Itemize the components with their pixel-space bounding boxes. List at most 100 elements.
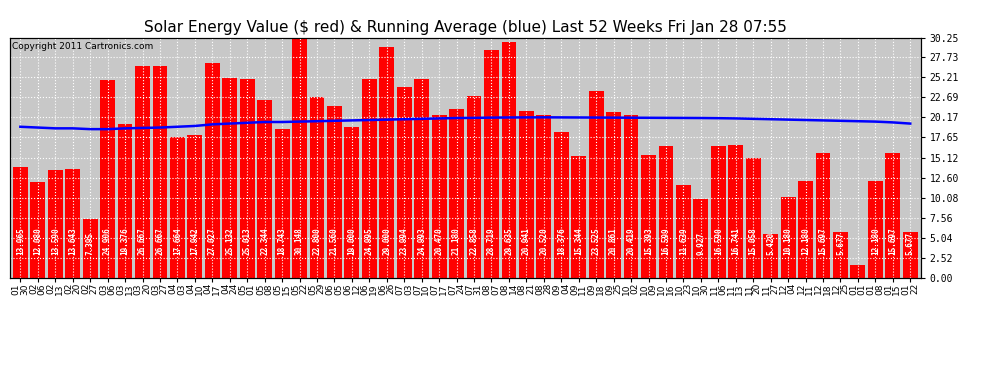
Title: Solar Energy Value ($ red) & Running Average (blue) Last 52 Weeks Fri Jan 28 07:: Solar Energy Value ($ red) & Running Ave…: [144, 20, 787, 35]
Bar: [205, 63, 220, 278]
Bar: [379, 47, 394, 278]
Bar: [537, 115, 551, 278]
Text: 24.906: 24.906: [103, 228, 112, 255]
Text: 9.927: 9.927: [696, 232, 705, 255]
Text: 20.941: 20.941: [522, 228, 531, 255]
Text: 27.027: 27.027: [208, 228, 217, 255]
Text: 13.590: 13.590: [50, 228, 59, 255]
Bar: [466, 96, 481, 278]
Text: 29.000: 29.000: [382, 228, 391, 255]
Text: 25.132: 25.132: [226, 228, 235, 255]
Text: 25.013: 25.013: [243, 228, 251, 255]
Bar: [100, 80, 115, 278]
Bar: [327, 106, 342, 278]
Bar: [223, 78, 238, 278]
Bar: [240, 79, 254, 278]
Text: 13.643: 13.643: [68, 228, 77, 255]
Text: 15.344: 15.344: [574, 228, 583, 255]
Bar: [13, 167, 28, 278]
Bar: [397, 87, 412, 278]
Text: 17.942: 17.942: [190, 228, 199, 255]
Text: 23.525: 23.525: [592, 228, 601, 255]
Text: 16.741: 16.741: [732, 228, 741, 255]
Bar: [868, 181, 883, 278]
Bar: [449, 110, 464, 278]
Text: 17.664: 17.664: [173, 228, 182, 255]
Text: 10.180: 10.180: [784, 228, 793, 255]
Bar: [729, 145, 743, 278]
Bar: [345, 127, 359, 278]
Bar: [903, 232, 918, 278]
Bar: [362, 79, 377, 278]
Text: 20.861: 20.861: [609, 228, 618, 255]
Bar: [850, 265, 865, 278]
Text: 29.635: 29.635: [505, 228, 514, 255]
Text: 20.520: 20.520: [540, 228, 548, 255]
Text: 24.993: 24.993: [417, 228, 426, 255]
Bar: [83, 219, 98, 278]
Bar: [816, 153, 831, 278]
Text: 21.180: 21.180: [452, 228, 461, 255]
Bar: [257, 100, 272, 278]
Text: Copyright 2011 Cartronics.com: Copyright 2011 Cartronics.com: [12, 42, 153, 51]
Text: 5.677: 5.677: [836, 232, 844, 255]
Bar: [711, 146, 726, 278]
Text: 18.376: 18.376: [556, 228, 565, 255]
Bar: [414, 79, 429, 278]
Text: 28.719: 28.719: [487, 228, 496, 255]
Bar: [187, 135, 202, 278]
Text: 18.743: 18.743: [277, 228, 286, 255]
Bar: [519, 111, 534, 278]
Bar: [553, 132, 568, 278]
Text: 16.590: 16.590: [714, 228, 723, 255]
Text: 15.697: 15.697: [819, 228, 828, 255]
Text: 11.639: 11.639: [679, 228, 688, 255]
Bar: [745, 158, 760, 278]
Text: 26.667: 26.667: [138, 228, 147, 255]
Text: 26.667: 26.667: [155, 228, 164, 255]
Text: 5.420: 5.420: [766, 232, 775, 255]
Text: 21.560: 21.560: [330, 228, 339, 255]
Text: 15.697: 15.697: [888, 228, 897, 255]
Bar: [484, 50, 499, 278]
Bar: [170, 137, 185, 278]
Bar: [48, 170, 62, 278]
Text: 5.677: 5.677: [906, 232, 915, 255]
Text: 30.148: 30.148: [295, 228, 304, 255]
Bar: [781, 197, 796, 278]
Bar: [310, 97, 325, 278]
Bar: [502, 42, 517, 278]
Text: 12.180: 12.180: [871, 228, 880, 255]
Bar: [571, 156, 586, 278]
Text: 22.800: 22.800: [313, 228, 322, 255]
Bar: [642, 155, 656, 278]
Text: 20.470: 20.470: [435, 228, 444, 255]
Bar: [118, 124, 133, 278]
Bar: [658, 146, 673, 278]
Text: 13.965: 13.965: [16, 228, 25, 255]
Text: 16.599: 16.599: [661, 228, 670, 255]
Text: 12.180: 12.180: [801, 228, 810, 255]
Bar: [606, 112, 621, 278]
Bar: [65, 169, 80, 278]
Bar: [31, 182, 46, 278]
Bar: [432, 115, 446, 278]
Text: 22.858: 22.858: [469, 228, 478, 255]
Text: 7.395: 7.395: [86, 232, 95, 255]
Bar: [589, 91, 604, 278]
Text: 20.419: 20.419: [627, 228, 636, 255]
Bar: [833, 232, 847, 278]
Text: 12.080: 12.080: [34, 228, 43, 255]
Text: 22.344: 22.344: [260, 228, 269, 255]
Bar: [693, 199, 708, 278]
Bar: [135, 66, 149, 278]
Text: 15.058: 15.058: [748, 228, 757, 255]
Text: 19.000: 19.000: [347, 228, 356, 255]
Text: 15.393: 15.393: [644, 228, 653, 255]
Bar: [152, 66, 167, 278]
Bar: [274, 129, 289, 278]
Bar: [676, 185, 691, 278]
Bar: [292, 38, 307, 278]
Bar: [763, 234, 778, 278]
Text: 23.994: 23.994: [400, 228, 409, 255]
